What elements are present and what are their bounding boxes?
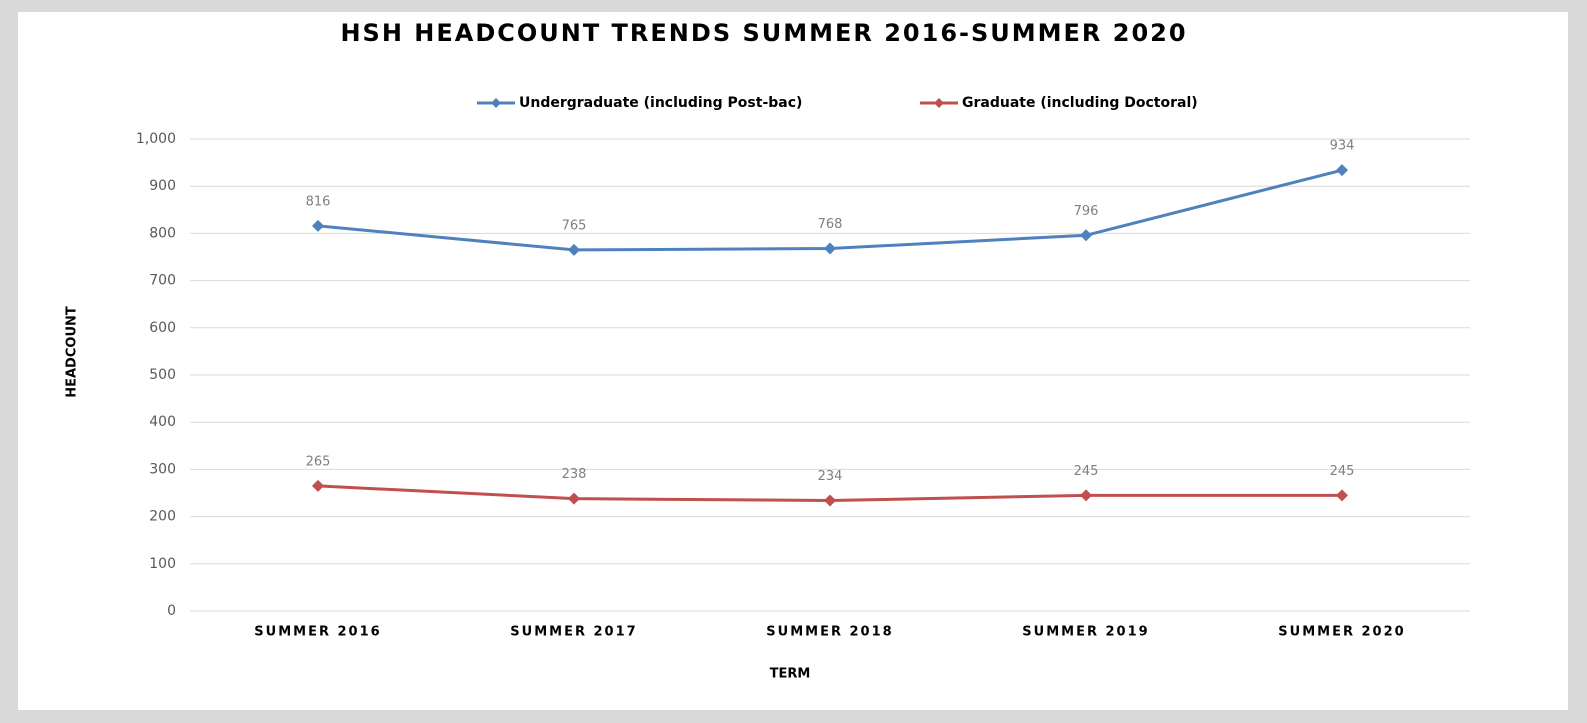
- marker: [568, 492, 580, 505]
- legend-label: Graduate (including Doctoral): [962, 95, 1198, 111]
- data-label: 765: [562, 218, 587, 233]
- data-label: 796: [1074, 204, 1099, 219]
- data-label: 768: [818, 217, 843, 232]
- y-tick-label: 200: [149, 509, 176, 525]
- x-tick-label: SUMMER 2017: [510, 625, 637, 640]
- legend-marker: [491, 98, 501, 108]
- marker: [1336, 164, 1348, 177]
- y-tick-label: 700: [149, 273, 176, 289]
- x-tick-label: SUMMER 2018: [766, 625, 893, 640]
- data-label: 238: [562, 467, 587, 482]
- data-label: 265: [306, 454, 331, 469]
- x-tick-label: SUMMER 2020: [1278, 625, 1405, 640]
- y-tick-label: 100: [149, 556, 176, 572]
- x-tick-label: SUMMER 2016: [254, 625, 381, 640]
- marker: [312, 479, 324, 492]
- y-tick-label: 300: [149, 461, 176, 477]
- marker: [1080, 489, 1092, 502]
- data-label: 934: [1330, 139, 1355, 154]
- data-label: 245: [1074, 464, 1099, 479]
- x-axis-label: TERM: [770, 667, 811, 682]
- data-label: 245: [1330, 464, 1355, 479]
- data-label: 816: [306, 194, 331, 209]
- marker: [568, 243, 580, 256]
- legend-label: Undergraduate (including Post-bac): [519, 95, 802, 111]
- data-label: 234: [818, 469, 843, 484]
- x-tick-label: SUMMER 2019: [1022, 625, 1149, 640]
- y-tick-label: 1,000: [136, 131, 176, 147]
- marker: [312, 219, 324, 232]
- legend-marker: [934, 98, 944, 108]
- y-tick-label: 600: [149, 320, 176, 336]
- y-axis-label: HEADCOUNT: [65, 306, 80, 398]
- chart-background: [18, 12, 1568, 710]
- marker: [824, 494, 836, 507]
- chart-title: HSH HEADCOUNT TRENDS SUMMER 2016-SUMMER …: [340, 19, 1187, 47]
- y-tick-label: 400: [149, 414, 176, 430]
- marker: [1080, 229, 1092, 242]
- y-tick-label: 500: [149, 367, 176, 383]
- marker: [1336, 489, 1348, 502]
- marker: [824, 242, 836, 255]
- y-tick-label: 900: [149, 178, 176, 194]
- y-tick-label: 0: [167, 603, 176, 619]
- y-tick-label: 800: [149, 225, 176, 241]
